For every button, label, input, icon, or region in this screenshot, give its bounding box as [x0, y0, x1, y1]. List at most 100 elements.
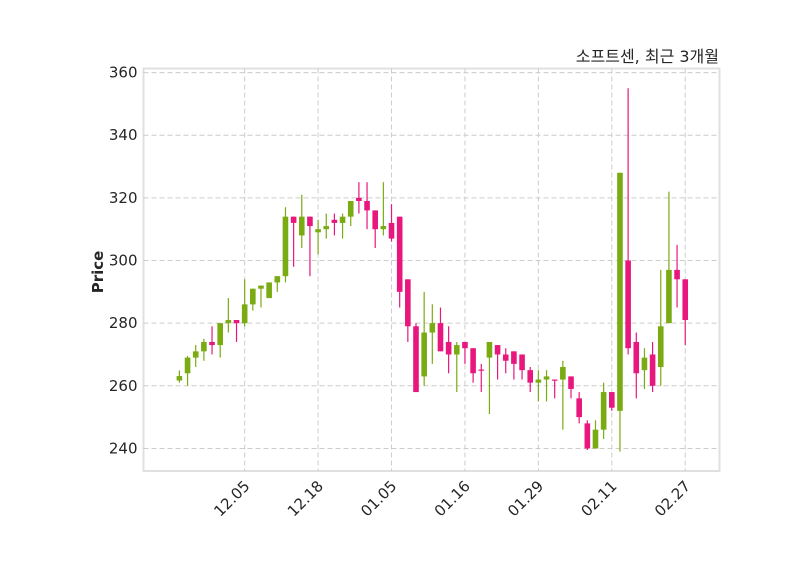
candle-down	[478, 363, 485, 393]
candle-body	[551, 379, 558, 381]
y-tick-label: 240	[109, 439, 138, 457]
candle-body	[543, 376, 550, 380]
y-tick-labels: 240 260 280 300 320 340 360	[109, 64, 138, 458]
candle-up	[184, 356, 191, 386]
candle-up	[298, 194, 305, 248]
candle-up	[339, 213, 346, 239]
candle-body	[421, 332, 427, 377]
candle-body	[356, 197, 362, 201]
candle-body	[209, 341, 215, 346]
candle-body	[584, 423, 591, 449]
candle-down	[462, 341, 468, 364]
candle-up	[176, 370, 183, 383]
candle-up	[266, 282, 272, 299]
y-tick-label: 360	[109, 64, 138, 82]
candle-down	[388, 204, 395, 242]
candle-body	[657, 326, 664, 368]
candle-body	[633, 341, 640, 374]
candle-up	[421, 291, 427, 386]
candle-down	[609, 392, 615, 411]
candle-down	[568, 376, 574, 399]
candle-up	[657, 269, 664, 386]
candle-body	[250, 288, 256, 305]
candle-down	[649, 341, 656, 393]
candle-up	[258, 285, 264, 308]
candle-body	[486, 341, 493, 358]
candle-body	[266, 282, 272, 299]
candle-body	[674, 269, 680, 280]
candle-up	[315, 219, 321, 255]
candle-body	[535, 379, 542, 383]
candle-body	[298, 216, 305, 236]
candle-down	[437, 307, 444, 352]
candle-body	[176, 376, 183, 381]
candle-body	[323, 226, 330, 230]
candle-up	[282, 207, 289, 283]
candle-up	[250, 288, 256, 311]
candle-up	[617, 172, 623, 452]
candle-body	[339, 216, 346, 223]
candle-body	[241, 304, 248, 324]
candle-down	[356, 182, 362, 214]
candle-down	[519, 354, 525, 380]
candle-body	[396, 216, 403, 292]
candle-body	[609, 392, 615, 408]
candle-down	[405, 279, 411, 342]
candle-body	[617, 172, 623, 411]
candle-down	[331, 213, 338, 236]
y-tick-label: 340	[109, 126, 138, 144]
candle-body	[290, 216, 297, 223]
candle-down	[307, 216, 313, 277]
candle-body	[380, 226, 387, 230]
candle-up	[274, 276, 281, 292]
candle-body	[192, 351, 199, 358]
candle-down	[633, 332, 640, 399]
candle-body	[560, 367, 566, 380]
candle-down	[372, 210, 379, 248]
candle-up	[453, 341, 460, 393]
chart-title: 소프트센, 최근 3개월	[576, 47, 719, 66]
candle-body	[666, 269, 672, 324]
candle-body	[437, 323, 444, 352]
candle-up	[241, 279, 248, 327]
candle-up	[666, 191, 672, 324]
y-tick-label: 320	[109, 189, 138, 207]
candle-up	[592, 420, 599, 449]
candle-up	[380, 182, 387, 236]
candle-down	[682, 279, 689, 346]
candle-up	[217, 323, 223, 358]
y-tick-label: 300	[109, 252, 138, 270]
plot-background	[142, 67, 721, 472]
candle-body	[201, 341, 207, 352]
candle-down	[494, 345, 501, 380]
candle-down	[551, 379, 558, 399]
candle-down	[470, 348, 476, 383]
candle-up	[347, 200, 354, 227]
candle-up	[543, 370, 550, 402]
candle-body	[649, 354, 656, 386]
candle-up	[323, 213, 330, 239]
candle-body	[625, 260, 631, 349]
candle-body	[372, 210, 379, 230]
candle-down	[413, 323, 419, 393]
candle-body	[217, 323, 223, 346]
candle-body	[405, 279, 411, 327]
candle-body	[502, 354, 509, 361]
candle-down	[209, 326, 215, 355]
candle-body	[511, 351, 517, 364]
candle-body	[225, 320, 232, 324]
candle-body	[331, 219, 338, 223]
candle-up	[192, 345, 199, 368]
candle-down	[576, 392, 582, 424]
candle-body	[347, 200, 354, 217]
candle-body	[682, 279, 689, 321]
candle-body	[576, 398, 582, 418]
candle-body	[494, 345, 501, 355]
candle-body	[641, 357, 648, 371]
candle-body	[519, 354, 525, 371]
candle-body	[478, 369, 485, 371]
x-tick-label: 01.29	[504, 477, 547, 520]
candle-up	[429, 304, 436, 364]
candle-down	[364, 182, 370, 230]
